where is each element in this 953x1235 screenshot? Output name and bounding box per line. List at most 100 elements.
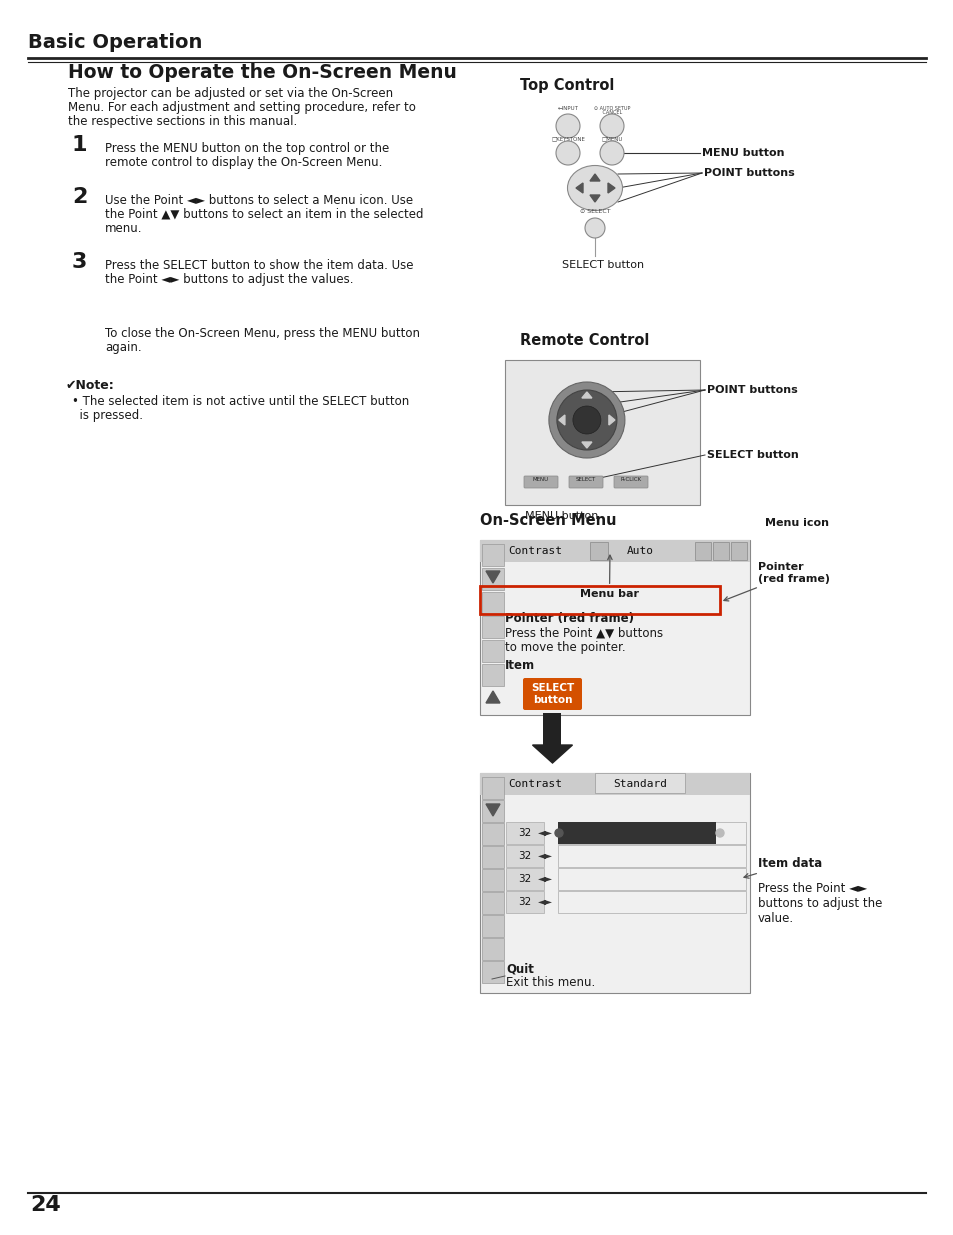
- Circle shape: [555, 829, 562, 837]
- Polygon shape: [608, 415, 615, 425]
- Polygon shape: [485, 804, 499, 816]
- Text: Quit: Quit: [505, 962, 534, 974]
- Bar: [481, 869, 503, 890]
- Bar: [481, 892, 503, 914]
- Text: MENU button: MENU button: [524, 511, 598, 521]
- Polygon shape: [532, 745, 572, 763]
- Bar: [481, 800, 503, 823]
- Text: menu.: menu.: [105, 222, 142, 235]
- Bar: [479, 773, 749, 993]
- Text: Exit this menu.: Exit this menu.: [505, 976, 595, 989]
- Text: remote control to display the On-Screen Menu.: remote control to display the On-Screen …: [105, 156, 382, 169]
- Text: the Point ◄► buttons to adjust the values.: the Point ◄► buttons to adjust the value…: [105, 273, 354, 287]
- Text: Remote Control: Remote Control: [519, 333, 649, 348]
- Text: Contrast: Contrast: [507, 779, 561, 789]
- Polygon shape: [576, 183, 582, 193]
- Polygon shape: [607, 183, 615, 193]
- Text: How to Operate the On-Screen Menu: How to Operate the On-Screen Menu: [68, 63, 456, 82]
- Bar: [479, 773, 749, 795]
- Text: Menu. For each adjustment and setting procedure, refer to: Menu. For each adjustment and setting pr…: [68, 101, 416, 114]
- Text: To close the On-Screen Menu, press the MENU button: To close the On-Screen Menu, press the M…: [105, 327, 419, 340]
- FancyBboxPatch shape: [568, 475, 602, 488]
- Text: value.: value.: [758, 911, 793, 925]
- Text: Item data: Item data: [743, 857, 821, 878]
- Text: SELECT
button: SELECT button: [530, 683, 574, 705]
- Text: ✔Note:: ✔Note:: [66, 379, 114, 391]
- Text: Press the Point ◄►: Press the Point ◄►: [758, 882, 866, 895]
- Polygon shape: [581, 442, 591, 448]
- Text: Pointer
(red frame): Pointer (red frame): [723, 562, 829, 601]
- Polygon shape: [589, 195, 599, 203]
- Bar: [558, 823, 745, 844]
- Text: □KEYSTONE: □KEYSTONE: [551, 136, 584, 141]
- Polygon shape: [581, 391, 591, 398]
- Bar: [479, 540, 749, 715]
- Circle shape: [556, 114, 579, 138]
- Circle shape: [548, 382, 624, 458]
- Text: POINT buttons: POINT buttons: [703, 168, 794, 178]
- Bar: [730, 542, 746, 559]
- Ellipse shape: [567, 165, 622, 210]
- Text: Press the MENU button on the top control or the: Press the MENU button on the top control…: [105, 142, 389, 156]
- Bar: [595, 773, 684, 793]
- Text: to move the pointer.: to move the pointer.: [504, 641, 625, 655]
- Text: On-Screen Menu: On-Screen Menu: [479, 513, 616, 529]
- Bar: [481, 616, 503, 638]
- Bar: [481, 823, 503, 845]
- Text: Menu bar: Menu bar: [579, 556, 639, 599]
- Text: The projector can be adjusted or set via the On-Screen: The projector can be adjusted or set via…: [68, 86, 393, 100]
- Text: Press the SELECT button to show the item data. Use: Press the SELECT button to show the item…: [105, 259, 413, 272]
- Text: ←INPUT: ←INPUT: [557, 106, 578, 111]
- Text: Basic Operation: Basic Operation: [28, 33, 202, 52]
- Bar: [505, 823, 543, 844]
- Bar: [543, 713, 561, 745]
- Text: is pressed.: is pressed.: [71, 409, 143, 422]
- Text: ◄►: ◄►: [537, 873, 552, 883]
- Text: Standard: Standard: [613, 779, 666, 789]
- Text: Menu icon: Menu icon: [764, 517, 828, 529]
- Text: 1: 1: [71, 135, 88, 156]
- Circle shape: [584, 219, 604, 238]
- Bar: [481, 915, 503, 937]
- Bar: [479, 540, 749, 562]
- Text: ⊙ AUTO SETUP: ⊙ AUTO SETUP: [593, 106, 630, 111]
- Text: SELECT: SELECT: [576, 477, 596, 482]
- Text: • The selected item is not active until the SELECT button: • The selected item is not active until …: [71, 395, 409, 408]
- Text: Auto: Auto: [626, 546, 653, 556]
- Text: Use the Point ◄► buttons to select a Menu icon. Use: Use the Point ◄► buttons to select a Men…: [105, 194, 413, 207]
- Bar: [481, 961, 503, 983]
- Text: 32: 32: [517, 897, 531, 906]
- FancyBboxPatch shape: [522, 678, 581, 710]
- Text: CANCEL: CANCEL: [600, 110, 622, 115]
- Bar: [481, 846, 503, 868]
- Bar: [695, 542, 710, 559]
- Text: Press the Point ▲▼ buttons: Press the Point ▲▼ buttons: [504, 627, 662, 640]
- Text: Contrast: Contrast: [507, 546, 561, 556]
- Bar: [505, 890, 543, 913]
- Text: ◄►: ◄►: [537, 897, 552, 906]
- Text: SELECT button: SELECT button: [561, 261, 643, 270]
- Polygon shape: [485, 692, 499, 703]
- Text: R-CLICK: R-CLICK: [619, 477, 640, 482]
- Bar: [481, 777, 503, 799]
- Text: again.: again.: [105, 341, 141, 354]
- Text: MENU button: MENU button: [701, 148, 783, 158]
- Circle shape: [599, 141, 623, 165]
- Circle shape: [556, 141, 579, 165]
- Text: 32: 32: [517, 851, 531, 861]
- Text: ⊙ SELECT: ⊙ SELECT: [579, 209, 610, 214]
- Polygon shape: [485, 571, 499, 583]
- Text: buttons to adjust the: buttons to adjust the: [758, 897, 882, 910]
- Text: Item: Item: [504, 659, 535, 672]
- Bar: [505, 868, 543, 890]
- Bar: [504, 359, 700, 505]
- Bar: [479, 585, 720, 614]
- Bar: [481, 939, 503, 960]
- Circle shape: [557, 390, 617, 450]
- Text: 32: 32: [517, 827, 531, 839]
- Bar: [481, 664, 503, 685]
- Bar: [481, 568, 503, 590]
- FancyBboxPatch shape: [523, 475, 558, 488]
- Text: MENU: MENU: [533, 477, 549, 482]
- Bar: [558, 823, 716, 844]
